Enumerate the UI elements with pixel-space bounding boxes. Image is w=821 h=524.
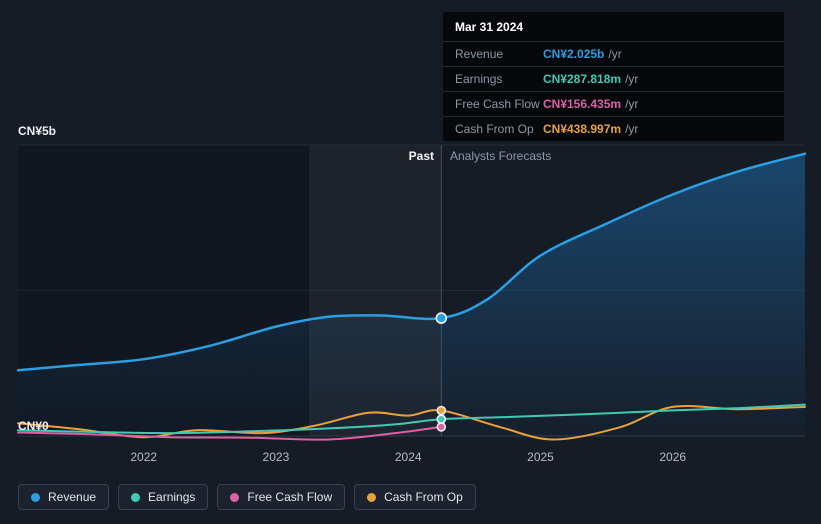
- chart-legend: Revenue Earnings Free Cash Flow Cash Fro…: [18, 484, 476, 510]
- legend-item-revenue[interactable]: Revenue: [18, 484, 110, 510]
- svg-text:2022: 2022: [130, 450, 157, 464]
- tooltip-row-earnings: Earnings CN¥287.818m /yr: [443, 66, 784, 91]
- svg-text:2025: 2025: [527, 450, 554, 464]
- tooltip-value: CN¥2.025b: [543, 47, 605, 61]
- tooltip-row-free-cash-flow: Free Cash Flow CN¥156.435m /yr: [443, 91, 784, 116]
- tooltip-value: CN¥287.818m: [543, 72, 622, 86]
- tooltip-label: Free Cash Flow: [455, 97, 540, 111]
- free-cash-flow-dot-icon: [230, 492, 240, 502]
- legend-label: Cash From Op: [384, 490, 463, 504]
- legend-item-earnings[interactable]: Earnings: [118, 484, 209, 510]
- past-label: Past: [408, 149, 434, 163]
- y-axis-label-top: CN¥5b: [18, 124, 57, 138]
- tooltip-row-cash-from-op: Cash From Op CN¥438.997m /yr: [443, 116, 784, 141]
- legend-label: Earnings: [148, 490, 196, 504]
- legend-label: Free Cash Flow: [247, 490, 333, 504]
- tooltip-label: Cash From Op: [455, 122, 534, 136]
- revenue-dot-icon: [31, 492, 40, 502]
- legend-item-cash-from-op[interactable]: Cash From Op: [354, 484, 476, 510]
- chart-tooltip: Mar 31 2024 Revenue CN¥2.025b /yr Earnin…: [443, 12, 784, 141]
- forecast-label: Analysts Forecasts: [450, 149, 552, 163]
- y-axis-label-bottom: CN¥0: [18, 419, 49, 433]
- svg-text:2024: 2024: [395, 450, 422, 464]
- legend-item-free-cash-flow[interactable]: Free Cash Flow: [217, 484, 346, 510]
- tooltip-unit: /yr: [625, 122, 639, 136]
- tooltip-unit: /yr: [625, 97, 639, 111]
- tooltip-row-revenue: Revenue CN¥2.025b /yr: [443, 41, 784, 66]
- cash-from-op-dot-icon: [367, 492, 377, 502]
- tooltip-value: CN¥156.435m: [543, 97, 622, 111]
- tooltip-label: Earnings: [455, 72, 503, 86]
- tooltip-date: Mar 31 2024: [455, 20, 524, 34]
- tooltip-unit: /yr: [625, 72, 639, 86]
- earnings-dot-icon: [131, 492, 141, 502]
- svg-text:2026: 2026: [659, 450, 686, 464]
- tooltip-unit: /yr: [608, 47, 622, 61]
- chart-canvas[interactable]: 2022 2023 2024 2025 2026: [0, 0, 821, 478]
- svg-text:2023: 2023: [263, 450, 290, 464]
- tooltip-value: CN¥438.997m: [543, 122, 622, 136]
- tooltip-label: Revenue: [455, 47, 504, 61]
- legend-label: Revenue: [48, 490, 97, 504]
